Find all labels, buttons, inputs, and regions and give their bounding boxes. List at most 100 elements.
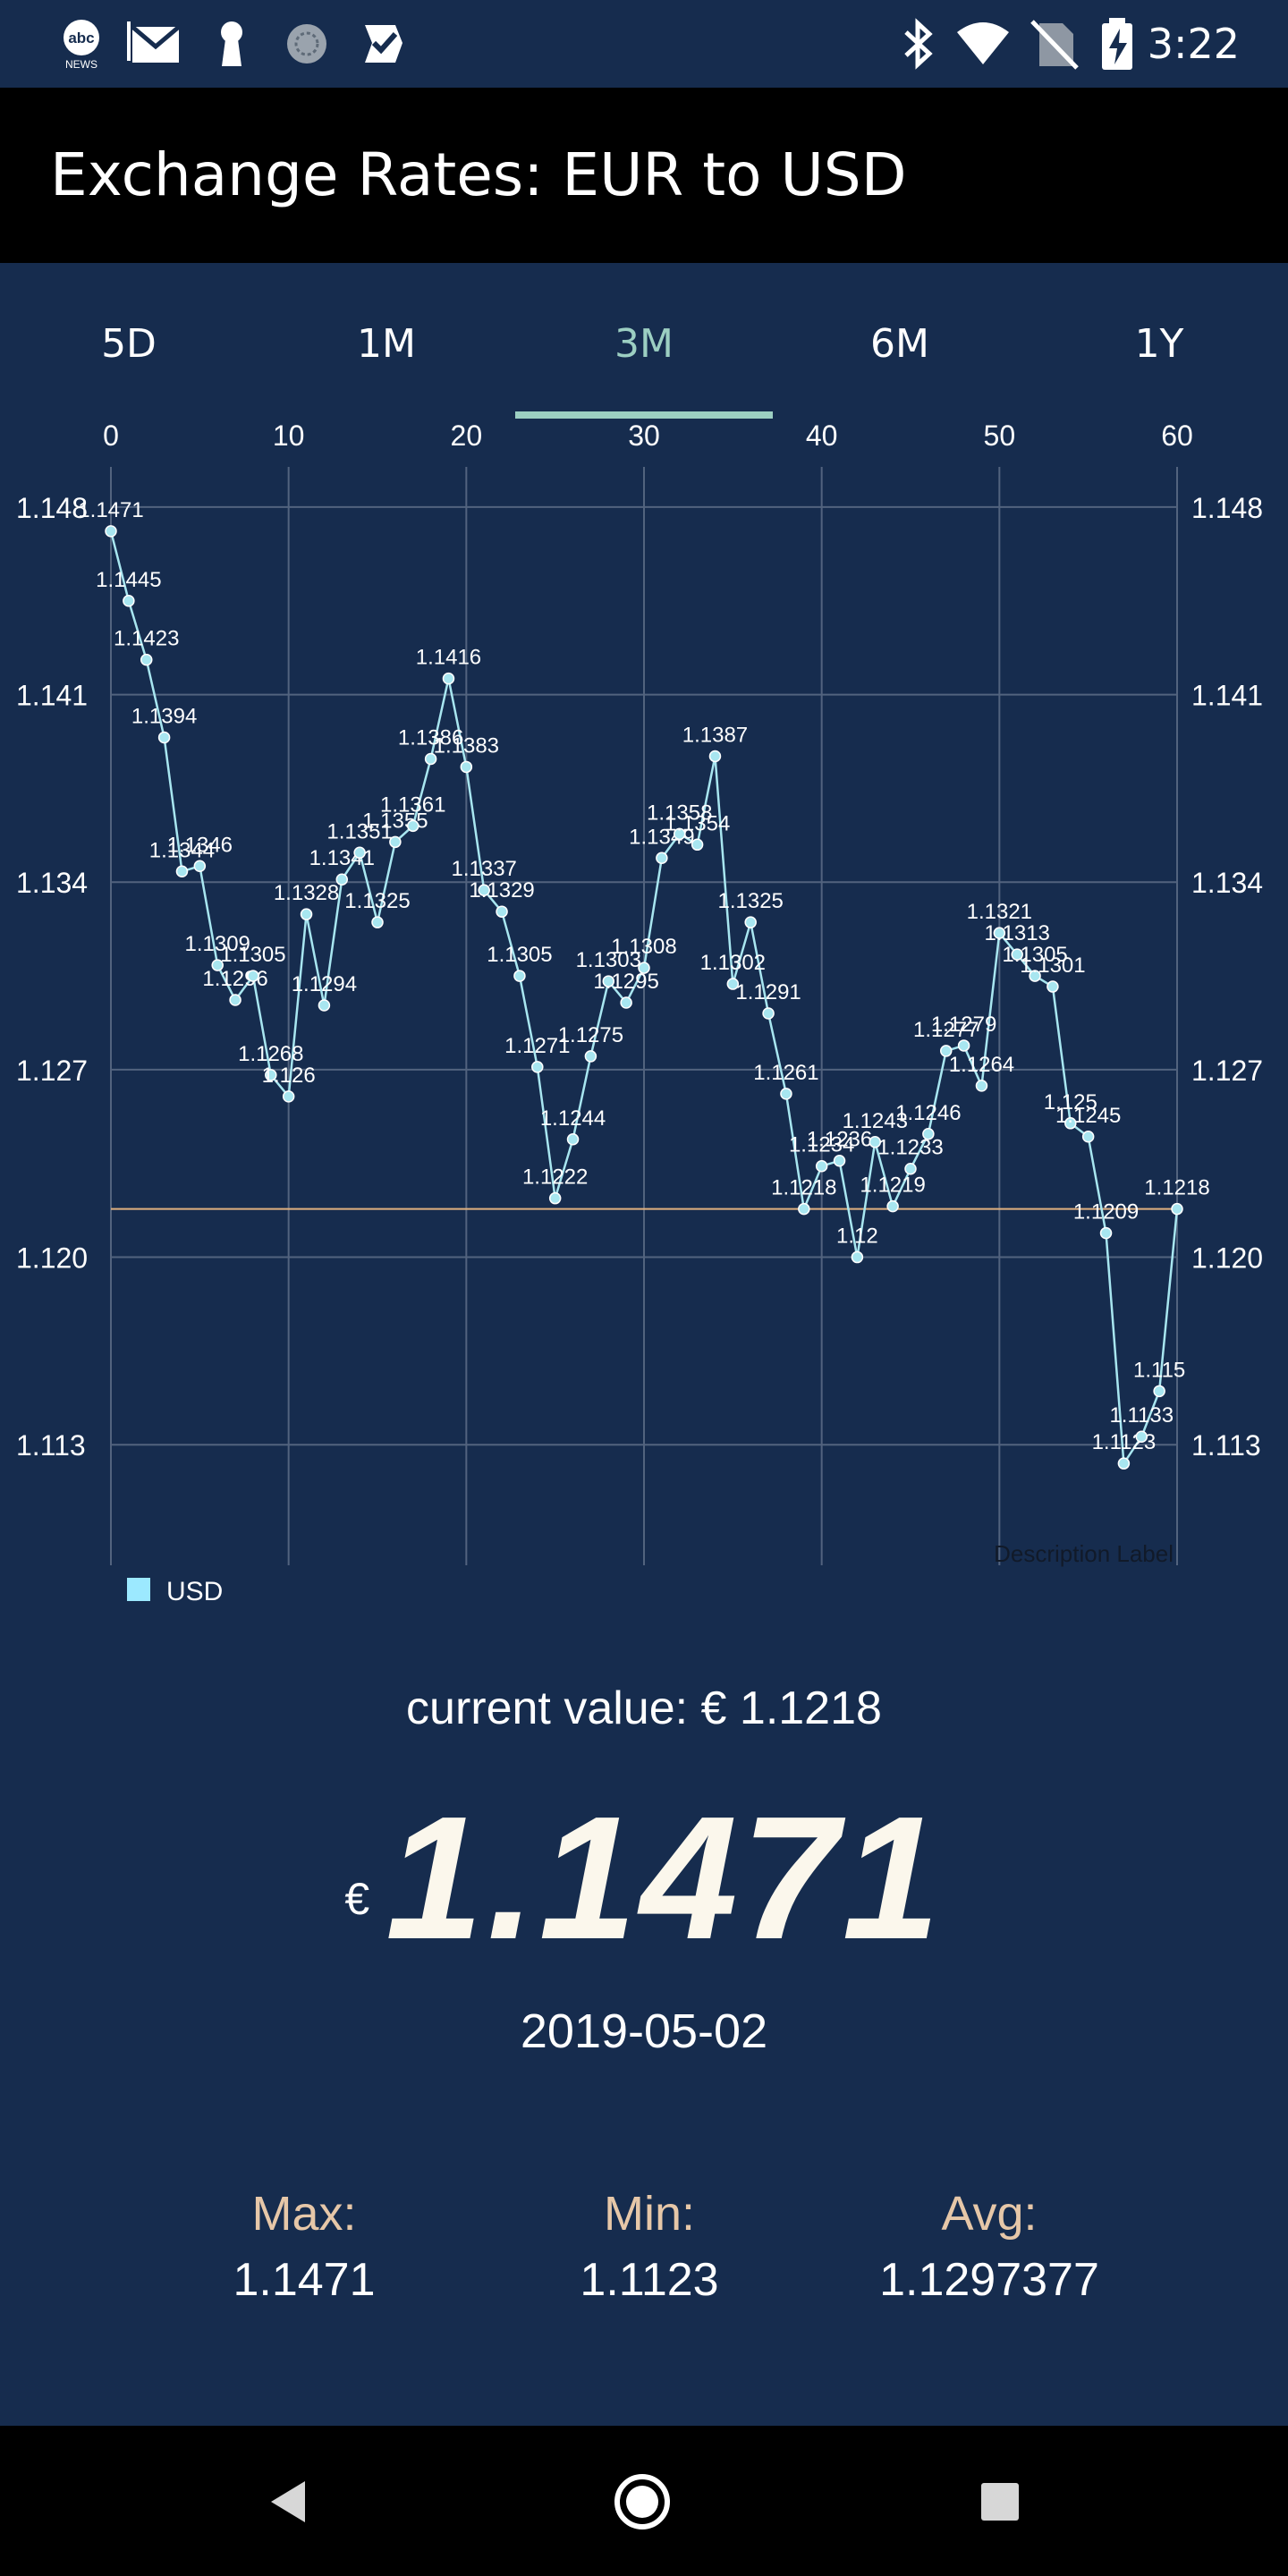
data-label: 1.1383 bbox=[434, 733, 499, 758]
data-label: 1.1209 bbox=[1073, 1200, 1139, 1224]
data-point bbox=[657, 852, 667, 863]
data-point bbox=[763, 1008, 774, 1019]
data-point bbox=[532, 1062, 543, 1072]
x-tick-label: 50 bbox=[984, 419, 1016, 452]
y-tick-label-right: 1.141 bbox=[1191, 680, 1263, 712]
data-label: 1.1445 bbox=[96, 568, 161, 592]
stat-min-value: 1.1123 bbox=[462, 2245, 837, 2315]
data-label: 1.1329 bbox=[469, 878, 534, 902]
data-label: 1.1233 bbox=[877, 1136, 943, 1160]
data-point bbox=[621, 997, 631, 1008]
status-time: 3:22 bbox=[1148, 16, 1240, 72]
svg-text:NEWS: NEWS bbox=[65, 58, 97, 71]
data-label: 1.1295 bbox=[593, 970, 658, 994]
stat-avg: Avg: 1.1297377 bbox=[801, 2182, 1177, 2315]
data-point bbox=[390, 836, 401, 847]
tab-6m[interactable]: 6M bbox=[810, 313, 989, 376]
data-label: 1.1423 bbox=[114, 627, 179, 651]
data-label: 1.1275 bbox=[558, 1023, 623, 1047]
current-value-label: current value: € 1.1218 bbox=[0, 1682, 1288, 1735]
data-point bbox=[194, 860, 205, 871]
data-point bbox=[496, 906, 507, 917]
data-point bbox=[887, 1201, 898, 1212]
gmail-icon bbox=[127, 16, 182, 72]
data-point bbox=[141, 655, 152, 665]
x-tick-label: 10 bbox=[273, 419, 305, 452]
exchange-rate-chart[interactable]: 0 10 20 30 40 50 60 1.113 1.113 1.120 1.120 1.127 1.… bbox=[0, 411, 1288, 1619]
data-label: 1.1328 bbox=[274, 881, 339, 905]
stat-max-value: 1.1471 bbox=[116, 2245, 492, 2315]
tab-1y[interactable]: 1Y bbox=[1070, 313, 1249, 376]
data-label: 1.1302 bbox=[700, 951, 766, 975]
nav-bar bbox=[0, 2426, 1288, 2576]
data-point bbox=[568, 1134, 579, 1145]
tasks-icon bbox=[356, 16, 411, 72]
home-icon[interactable] bbox=[602, 2462, 682, 2542]
data-label: 1.1308 bbox=[611, 935, 676, 959]
data-point bbox=[639, 962, 649, 973]
data-label: 1.1133 bbox=[1109, 1403, 1174, 1428]
data-point bbox=[709, 750, 720, 761]
data-label: 1.1244 bbox=[540, 1106, 606, 1131]
y-tick-label-right: 1.134 bbox=[1191, 867, 1263, 899]
data-label: 1.1416 bbox=[416, 646, 481, 670]
data-label: 1.115 bbox=[1133, 1358, 1185, 1382]
wifi-icon bbox=[955, 16, 1011, 72]
data-point bbox=[1047, 981, 1058, 992]
data-point bbox=[248, 970, 258, 981]
data-point bbox=[799, 1204, 809, 1215]
data-point bbox=[1083, 1131, 1094, 1142]
y-tick-label-left: 1.113 bbox=[16, 1429, 86, 1462]
data-point bbox=[284, 1091, 294, 1102]
tab-3m[interactable]: 3M bbox=[555, 313, 733, 376]
legend-label-usd: USD bbox=[166, 1577, 223, 1606]
currency-symbol: € bbox=[344, 1873, 369, 1977]
data-point bbox=[230, 995, 241, 1005]
data-point bbox=[817, 1161, 827, 1172]
data-point bbox=[123, 596, 134, 606]
data-point bbox=[923, 1129, 934, 1140]
selected-value: €1.1471 bbox=[0, 1780, 1288, 1977]
data-point bbox=[301, 909, 312, 919]
data-label: 1.1296 bbox=[202, 967, 267, 991]
stat-max-label: Max: bbox=[116, 2182, 492, 2245]
data-label: 1.1313 bbox=[984, 921, 1049, 945]
data-label: 1.12 bbox=[836, 1224, 878, 1249]
data-point bbox=[1172, 1204, 1182, 1215]
data-label: 1.1325 bbox=[717, 889, 783, 913]
y-tick-label-left: 1.134 bbox=[16, 867, 88, 899]
y-tick-label-right: 1.127 bbox=[1191, 1055, 1263, 1087]
svg-text:abc: abc bbox=[68, 30, 94, 47]
data-label: 1.1264 bbox=[949, 1053, 1014, 1077]
data-label: 1.1279 bbox=[931, 1013, 996, 1037]
recents-icon[interactable] bbox=[960, 2462, 1040, 2542]
data-label: 1.1218 bbox=[771, 1176, 836, 1200]
data-label: 1.1218 bbox=[1144, 1176, 1209, 1200]
data-label: 1.1301 bbox=[1020, 953, 1085, 978]
data-point bbox=[745, 917, 756, 928]
y-tick-label-left: 1.120 bbox=[16, 1242, 88, 1275]
data-point bbox=[443, 674, 453, 684]
stat-avg-label: Avg: bbox=[801, 2182, 1177, 2245]
tab-5d[interactable]: 5D bbox=[39, 313, 218, 376]
data-label: 1.1337 bbox=[451, 857, 516, 881]
data-point bbox=[976, 1080, 987, 1091]
data-label: 1.1325 bbox=[344, 889, 410, 913]
data-point bbox=[354, 847, 365, 858]
data-point bbox=[318, 1000, 329, 1011]
chart-description-label: Description Label bbox=[994, 1540, 1174, 1567]
stat-avg-value: 1.1297377 bbox=[801, 2245, 1177, 2315]
data-label: 1.1394 bbox=[131, 705, 197, 729]
data-point bbox=[159, 733, 170, 743]
data-label: 1.1294 bbox=[292, 972, 357, 996]
tab-1m[interactable]: 1M bbox=[297, 313, 476, 376]
data-point bbox=[585, 1051, 596, 1062]
y-tick-label-left: 1.141 bbox=[16, 680, 88, 712]
range-tabs: 5D 1M 3M 6M 1Y bbox=[0, 263, 1288, 424]
data-point bbox=[959, 1040, 970, 1051]
selected-date: 2019-05-02 bbox=[0, 2004, 1288, 2059]
data-point bbox=[514, 970, 525, 981]
back-icon[interactable] bbox=[248, 2462, 328, 2542]
data-point bbox=[852, 1252, 862, 1263]
